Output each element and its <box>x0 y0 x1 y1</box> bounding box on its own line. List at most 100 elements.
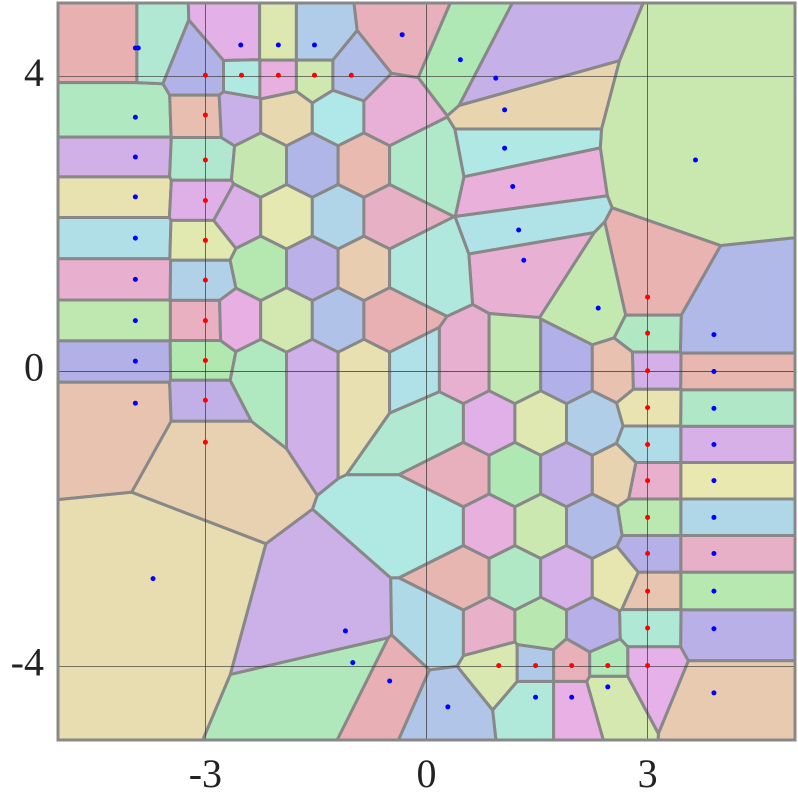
point <box>516 227 522 233</box>
point <box>202 439 208 445</box>
point <box>645 625 651 631</box>
point <box>605 684 611 690</box>
voronoi-cell <box>598 1 797 248</box>
point <box>711 405 717 411</box>
point <box>202 157 208 163</box>
voronoi-cell <box>679 534 797 574</box>
point <box>399 32 405 38</box>
point <box>533 663 539 669</box>
point <box>645 441 651 447</box>
point <box>342 628 348 634</box>
point <box>150 576 156 582</box>
point <box>569 694 575 700</box>
y-tick-label: 4 <box>24 50 44 95</box>
point <box>350 660 356 666</box>
point <box>711 588 717 594</box>
point <box>275 42 281 48</box>
point <box>502 107 508 113</box>
point <box>202 397 208 403</box>
voronoi-cell <box>56 339 173 384</box>
point <box>521 257 527 263</box>
point <box>595 305 601 311</box>
voronoi-cell <box>679 608 797 663</box>
point <box>202 198 208 204</box>
points <box>132 32 717 710</box>
point <box>239 72 245 78</box>
point <box>510 184 516 190</box>
point <box>711 514 717 520</box>
voronoi-cell <box>618 608 683 649</box>
voronoi-cell <box>679 388 797 428</box>
voronoi-cell <box>168 298 223 342</box>
voronoi-cell <box>679 570 797 612</box>
voronoi-cell <box>56 298 172 343</box>
point <box>645 663 651 669</box>
point <box>132 400 138 406</box>
point <box>711 626 717 632</box>
y-tick-label: -4 <box>11 639 44 684</box>
voronoi-cell <box>565 595 622 654</box>
point <box>132 114 138 120</box>
point <box>711 332 717 338</box>
voronoi-cell <box>679 461 797 501</box>
plot-frame <box>56 1 797 742</box>
x-tick-label: 0 <box>417 751 437 796</box>
point <box>275 72 281 78</box>
voronoi-cell <box>627 461 683 501</box>
point <box>202 357 208 363</box>
point <box>238 42 244 48</box>
voronoi-cell <box>437 303 491 406</box>
point <box>132 276 138 282</box>
point <box>645 551 651 557</box>
point <box>202 112 208 118</box>
point <box>202 237 208 243</box>
voronoi-cell <box>258 1 298 62</box>
point <box>711 369 717 374</box>
point <box>132 194 138 200</box>
point <box>693 157 699 163</box>
voronoi-cell <box>56 135 173 179</box>
voronoi-cells <box>56 1 797 742</box>
point <box>348 72 354 78</box>
point <box>202 72 208 78</box>
point <box>533 694 539 700</box>
point <box>711 441 717 447</box>
voronoi-cell <box>56 175 173 219</box>
tick-labels: -3 0 3 -4 0 4 <box>11 50 658 796</box>
voronoi-cell <box>56 81 173 139</box>
point <box>202 277 208 283</box>
point <box>605 663 611 669</box>
point <box>569 663 575 669</box>
point <box>711 551 717 557</box>
point <box>711 478 717 484</box>
voronoi-cell <box>487 312 543 406</box>
voronoi-cell <box>679 424 797 464</box>
point <box>711 690 717 696</box>
point <box>135 45 141 51</box>
voronoi-cell <box>168 93 223 139</box>
y-tick-label: 0 <box>24 345 44 390</box>
point <box>132 154 138 160</box>
x-tick-label: 3 <box>638 751 658 796</box>
voronoi-cell <box>56 257 173 302</box>
x-tick-label: -3 <box>189 751 222 796</box>
voronoi-cell <box>626 645 690 735</box>
point <box>132 318 138 324</box>
voronoi-cell <box>168 136 237 182</box>
voronoi-cell <box>56 216 173 261</box>
point <box>493 75 499 81</box>
point <box>202 318 208 324</box>
point <box>645 294 651 300</box>
voronoi-cell <box>513 595 568 652</box>
point <box>457 57 463 63</box>
point <box>645 405 651 411</box>
point <box>645 368 651 374</box>
point <box>645 514 651 520</box>
point <box>645 478 651 484</box>
point <box>445 704 451 710</box>
point <box>387 678 393 684</box>
point <box>132 358 138 364</box>
voronoi-cell <box>56 1 139 85</box>
voronoi-cell <box>630 350 683 391</box>
